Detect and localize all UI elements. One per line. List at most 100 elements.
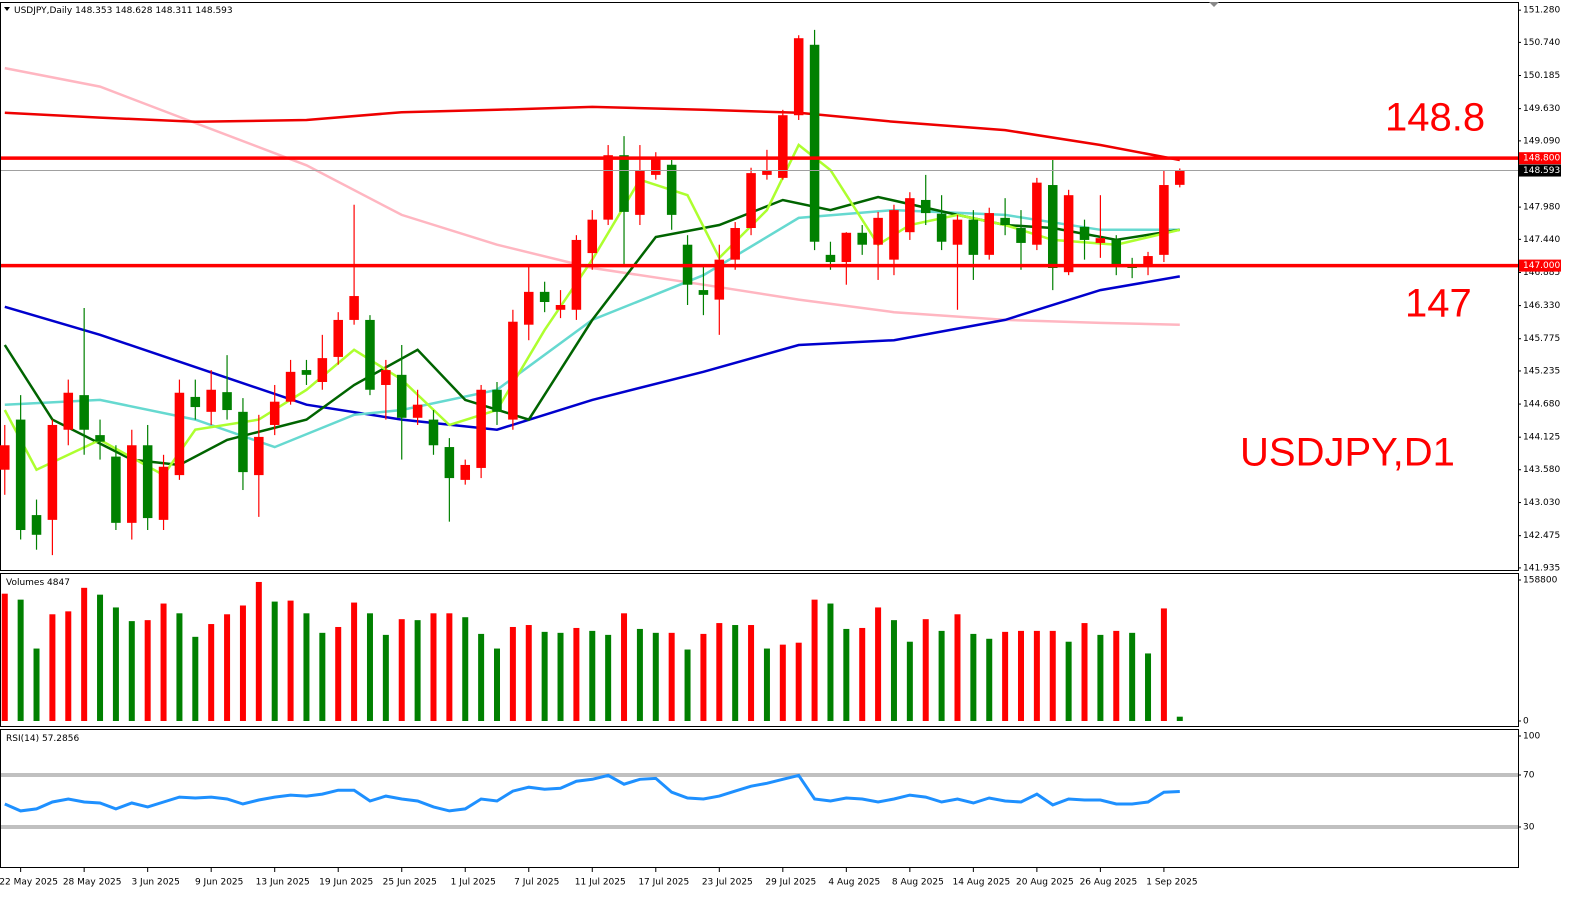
- x-tick-label: 17 Jul 2025: [638, 878, 689, 888]
- y-tick-label: 141.935: [1523, 563, 1560, 573]
- candle-body: [476, 389, 486, 468]
- candle-body: [492, 389, 502, 412]
- symbol-title: USDJPY,Daily: [14, 6, 73, 16]
- candle-body: [190, 396, 201, 408]
- candle-body: [1143, 256, 1153, 266]
- y-tick-label: 70: [1523, 771, 1535, 781]
- volume-bar: [494, 648, 501, 721]
- candle-body: [127, 445, 137, 523]
- candle-body: [349, 296, 359, 320]
- volume-bar: [1145, 653, 1152, 721]
- y-tick-label: 143.030: [1523, 498, 1560, 508]
- candle-body: [825, 254, 836, 263]
- y-tick-label: 145.775: [1523, 334, 1560, 344]
- volume-bar: [779, 644, 786, 721]
- candle-body: [1000, 217, 1010, 226]
- volume-bar: [700, 633, 707, 721]
- volume-bar: [922, 619, 929, 721]
- candle-body: [1175, 170, 1185, 185]
- price-label: 148.800: [1523, 154, 1560, 164]
- y-tick-label: 30: [1523, 823, 1535, 833]
- y-tick-label: 151.280: [1523, 6, 1560, 16]
- volume-bar: [1065, 641, 1072, 721]
- volume-bar: [382, 634, 389, 721]
- volume-bar: [573, 627, 580, 721]
- volume-bar: [1097, 634, 1104, 721]
- volume-bar: [986, 638, 993, 721]
- y-tick-label: 144.680: [1523, 400, 1560, 410]
- candle-body: [857, 232, 867, 245]
- volume-bar: [1160, 608, 1167, 721]
- volume-bar: [541, 631, 548, 721]
- volume-bar: [176, 613, 183, 721]
- volume-bar: [287, 600, 294, 721]
- x-tick-label: 25 Jun 2025: [383, 878, 437, 888]
- volume-bar: [239, 605, 246, 721]
- volume-bar: [128, 621, 135, 721]
- candle-body: [0, 445, 10, 470]
- volume-header: Volumes 4847: [6, 578, 70, 588]
- volume-bar: [271, 601, 278, 721]
- y-tick-label: 142.475: [1523, 531, 1560, 541]
- candle-body: [381, 370, 391, 385]
- candle-body: [936, 213, 947, 242]
- candle-body: [793, 38, 804, 116]
- candle-body: [920, 199, 931, 214]
- volume-bar: [208, 624, 215, 721]
- candle-body: [285, 371, 296, 402]
- candle-body: [1079, 226, 1090, 240]
- x-tick-label: 4 Aug 2025: [828, 878, 880, 888]
- annotation: USDJPY,D1: [1240, 431, 1455, 475]
- volume-bar: [748, 625, 755, 721]
- volume-bar: [462, 617, 469, 721]
- volume-bar: [446, 613, 453, 721]
- x-tick-label: 23 Jul 2025: [702, 878, 753, 888]
- price-pane: [0, 2, 1519, 571]
- x-tick-label: 19 Jun 2025: [319, 878, 373, 888]
- candle-body: [222, 392, 232, 411]
- volume-bar: [859, 627, 866, 721]
- volume-bar: [875, 607, 882, 721]
- candle-body: [619, 155, 629, 212]
- volume-bar: [351, 602, 358, 721]
- volume-bar: [652, 632, 659, 721]
- candle-body: [523, 291, 534, 325]
- volume-bar: [224, 614, 231, 721]
- volume-bar: [938, 630, 945, 721]
- candle-body: [1047, 185, 1058, 268]
- volume-bar: [430, 613, 437, 721]
- candle-body: [1016, 228, 1026, 243]
- x-tick-label: 1 Sep 2025: [1146, 878, 1197, 888]
- candle-body: [158, 466, 169, 520]
- candle-body: [365, 319, 375, 390]
- volume-bar: [33, 648, 40, 721]
- annotation: 147: [1405, 282, 1472, 326]
- volume-bar: [144, 620, 151, 721]
- candle-body: [1032, 182, 1042, 245]
- volume-bar: [509, 626, 516, 721]
- y-tick-label: 149.630: [1523, 104, 1560, 114]
- x-tick-label: 13 Jun 2025: [256, 878, 310, 888]
- header: USDJPY,Daily 148.353 148.628 148.311 148…: [14, 6, 233, 16]
- volume-bar: [621, 613, 628, 721]
- candle-body: [254, 436, 264, 476]
- annotation: 148.8: [1385, 96, 1485, 140]
- x-tick-label: 9 Jun 2025: [195, 878, 243, 888]
- candle-body: [635, 170, 645, 215]
- candle-body: [968, 219, 979, 255]
- candle-body: [555, 305, 566, 310]
- volume-bar: [557, 632, 564, 721]
- volume-bar: [668, 632, 675, 721]
- candle-body: [809, 44, 820, 242]
- last-low: 148.311: [155, 6, 192, 16]
- x-tick-label: 11 Jul 2025: [575, 878, 626, 888]
- volume-bar: [1017, 630, 1024, 721]
- candle-body: [333, 319, 343, 357]
- candle-body: [1063, 195, 1074, 273]
- price-label: 147.000: [1523, 261, 1560, 271]
- rsi-line: [4, 773, 1180, 813]
- candle-body: [412, 404, 423, 418]
- x-tick-label: 3 Jun 2025: [131, 878, 179, 888]
- candle-body: [111, 456, 121, 523]
- x-tick-label: 1 Jul 2025: [451, 878, 496, 888]
